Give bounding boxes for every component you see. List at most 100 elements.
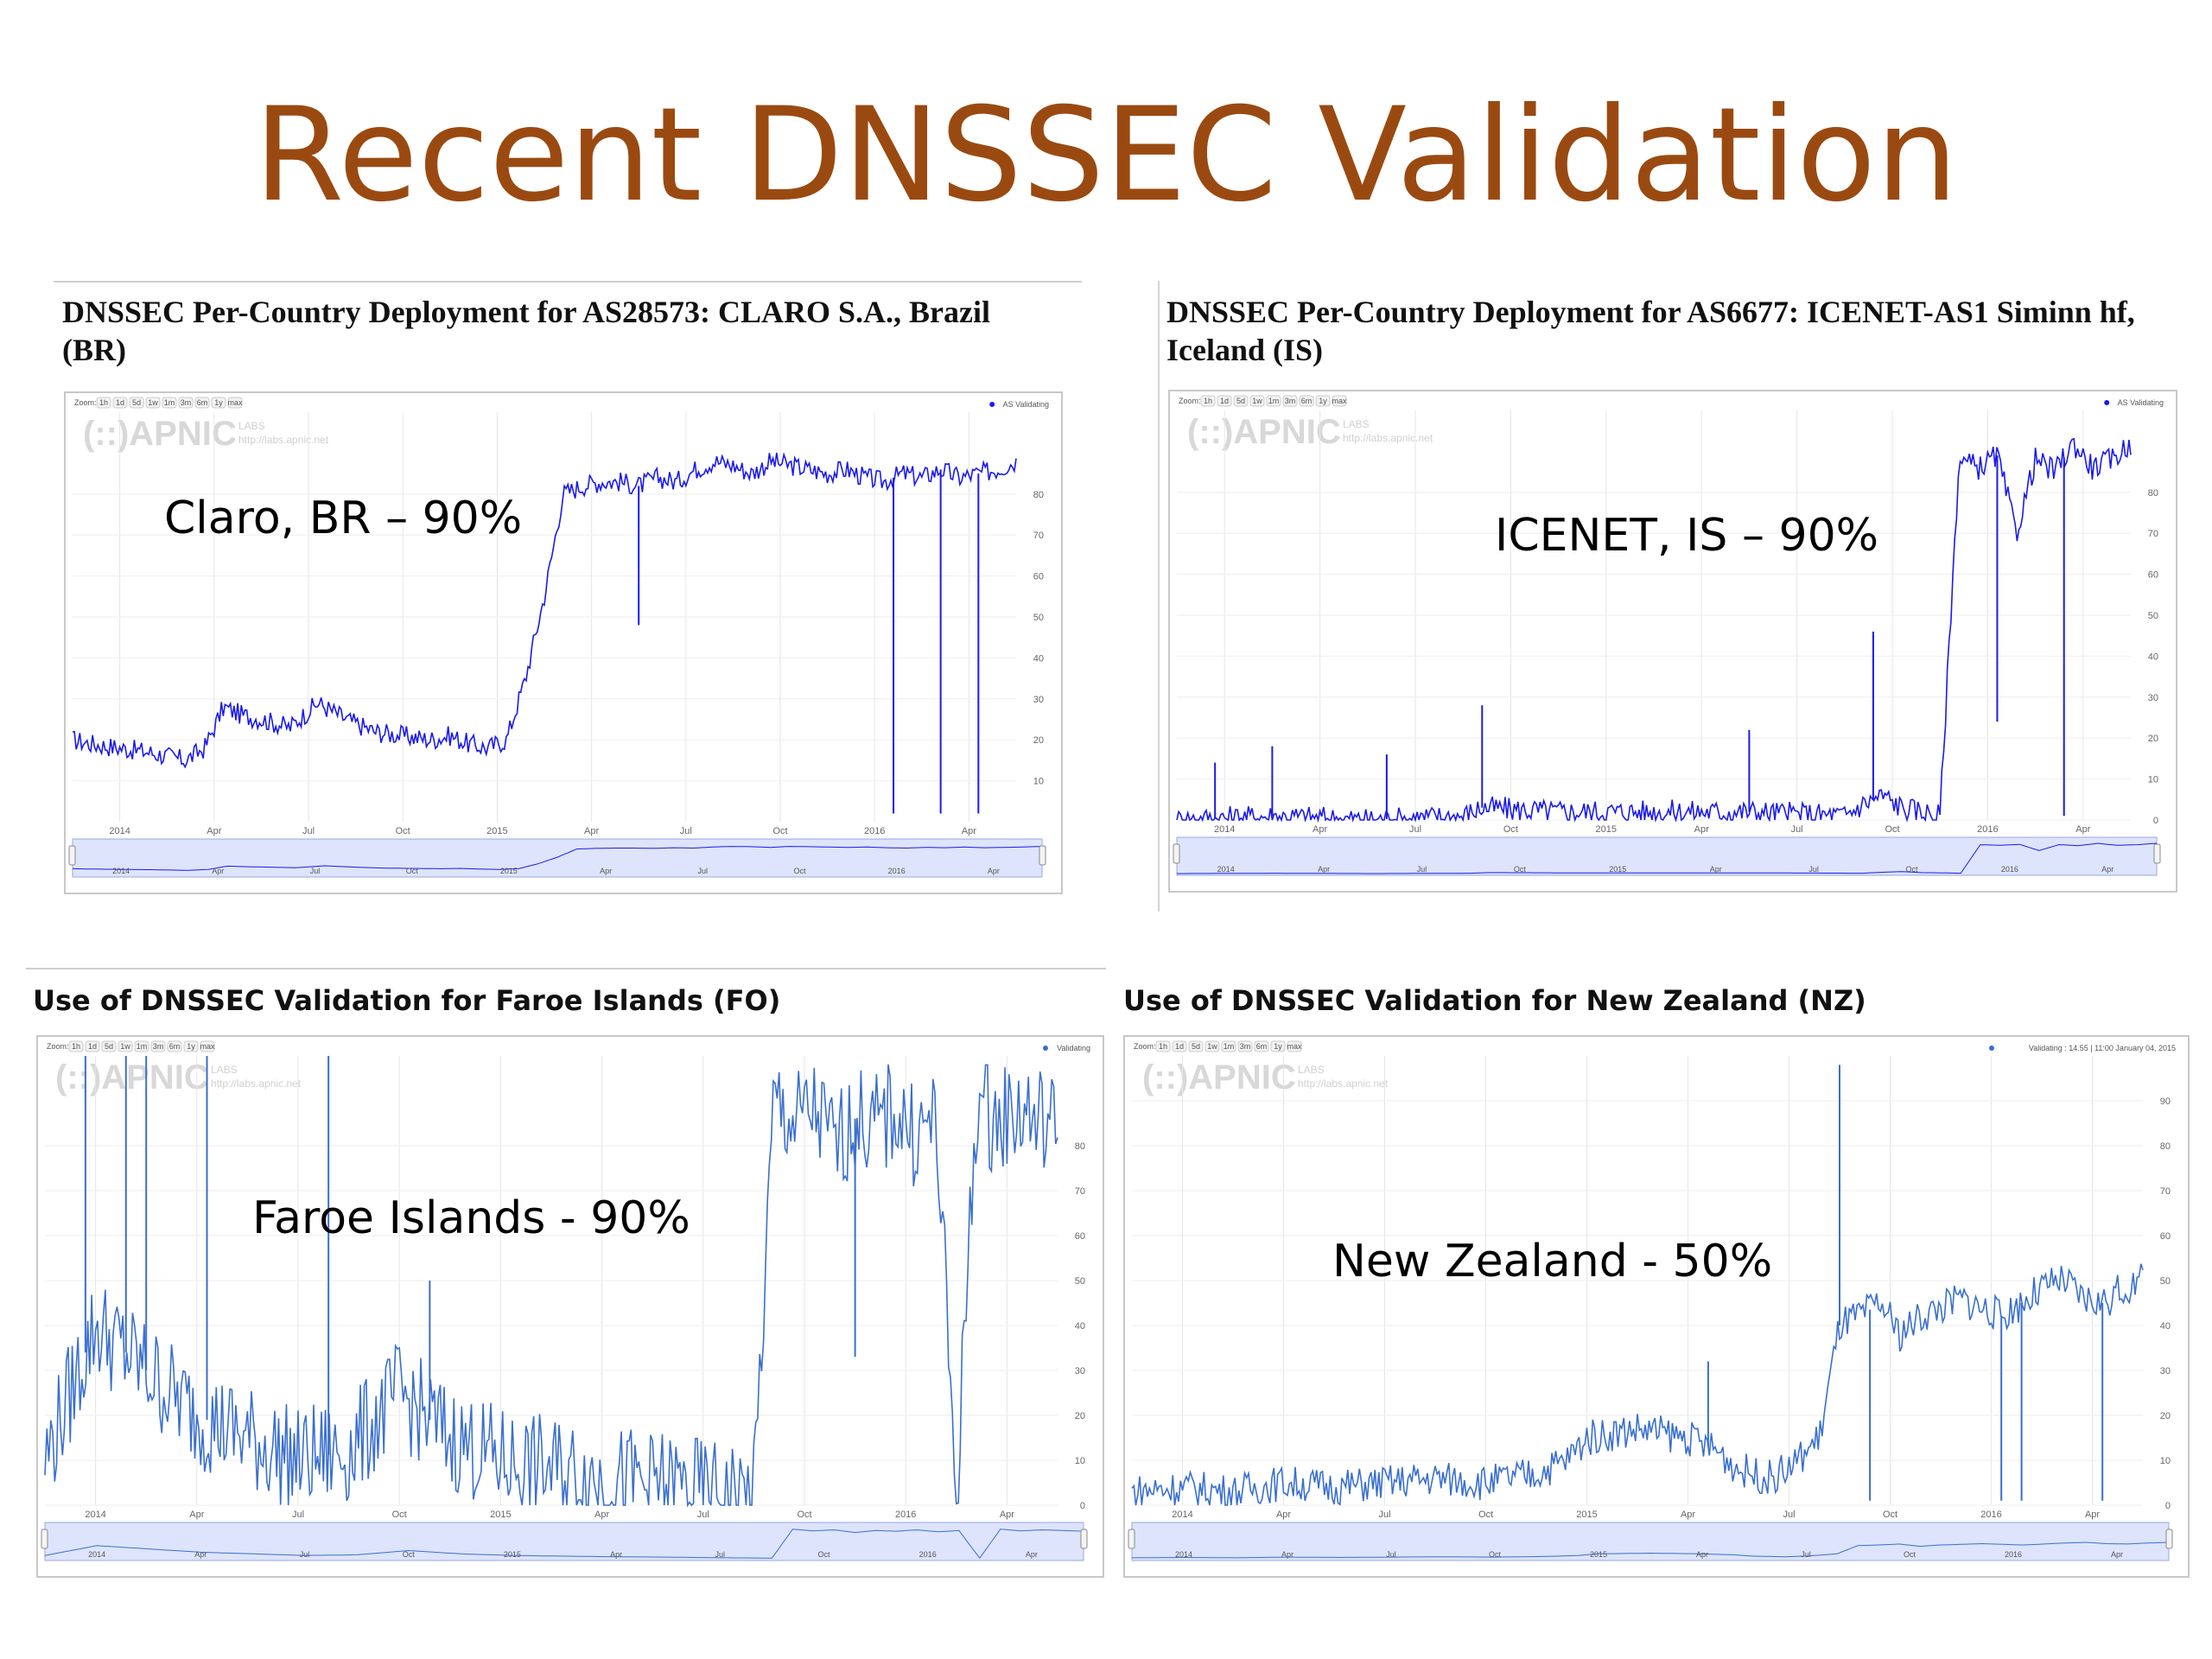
- x-tick-label: Apr: [2085, 1510, 2100, 1520]
- navigator-handle-right: [1080, 1529, 1088, 1549]
- zoom-button-1w: 1w: [148, 398, 158, 407]
- zoom-button-5d: 5d: [1192, 1042, 1200, 1051]
- zoom-button-box: [1172, 1040, 1187, 1052]
- y-tick-label: 10: [1033, 777, 1044, 787]
- navigator-tick-label: 2015: [504, 1550, 521, 1559]
- navigator-series: [1131, 1541, 2170, 1559]
- zoom-button-box: [1270, 1040, 1286, 1052]
- x-tick-label: Jul: [302, 826, 315, 836]
- navigator-handle-left: [68, 845, 76, 866]
- y-tick-label: 30: [1075, 1366, 1085, 1376]
- navigator-tick-label: Jul: [310, 867, 321, 875]
- y-tick-label: 0: [1080, 1501, 1085, 1511]
- x-tick-label: Oct: [396, 826, 410, 836]
- zoom-button-3m: 3m: [153, 1042, 164, 1051]
- x-tick-label: Oct: [1478, 1510, 1493, 1520]
- x-tick-label: Apr: [1681, 1510, 1695, 1520]
- zoom-button-1m: 1m: [164, 398, 175, 407]
- zoom-button-max: max: [1287, 1042, 1302, 1051]
- y-tick-label: 10: [2148, 775, 2158, 785]
- title-divider: [54, 281, 1082, 283]
- zoom-button-max: max: [200, 1042, 215, 1051]
- zoom-button-1y: 1y: [214, 398, 223, 407]
- chart-svg: Zoom: 1h 1d 5d 1w 1m 3m 6m 1y max Validating(::)AP…: [41, 1040, 1090, 1561]
- zoom-button-box: [1266, 395, 1281, 407]
- navigator-tick-label: 2015: [1609, 865, 1626, 874]
- y-tick-label: 90: [2160, 1096, 2171, 1107]
- zoom-button-box: [134, 1040, 149, 1052]
- zoom-button-1d: 1d: [1220, 397, 1229, 405]
- y-tick-label: 30: [2148, 693, 2158, 703]
- navigator-series: [72, 846, 1043, 871]
- navigator-tick-label: 2014: [112, 867, 130, 875]
- zoom-button-box: [162, 397, 177, 409]
- zoom-button-3m: 3m: [1240, 1042, 1251, 1051]
- zoom-button-max: max: [1332, 397, 1347, 405]
- navigator-handle-right: [2165, 1529, 2173, 1549]
- chart-panel-nz: Use of DNSSEC Validation for New Zealand…: [1123, 968, 2195, 1590]
- navigator-tick-label: Jul: [1808, 865, 1819, 874]
- x-tick-label: Jul: [1783, 1510, 1795, 1520]
- zoom-button-box: [150, 1040, 166, 1052]
- x-tick-label: 2014: [1172, 1510, 1192, 1520]
- series-line: [72, 452, 1017, 769]
- slide-title: Recent DNSSEC Validation: [253, 80, 1959, 231]
- zoom-button-box: [227, 397, 243, 409]
- zoom-button-box: [96, 397, 111, 409]
- legend-label: AS Validating: [1003, 400, 1049, 409]
- x-tick-label: 2015: [1576, 1510, 1597, 1520]
- zoom-button-box: [1282, 395, 1298, 407]
- y-tick-label: 40: [2160, 1321, 2171, 1332]
- zoom-button-box: [1315, 395, 1331, 407]
- zoom-button-box: [1332, 395, 1347, 407]
- x-tick-label: Apr: [1276, 1510, 1291, 1520]
- x-tick-label: Apr: [1694, 824, 1709, 835]
- title-divider: [26, 968, 1106, 969]
- x-tick-label: 2016: [864, 826, 885, 836]
- chart-overlay-label: Faroe Islands - 90%: [252, 1192, 690, 1244]
- y-tick-label: 40: [1033, 653, 1044, 664]
- navigator-range: [1176, 836, 2158, 876]
- zoom-bar: Zoom: 1h 1d 5d 1w 1m 3m 6m 1y max: [47, 1040, 215, 1052]
- navigator-tick-label: Oct: [793, 867, 806, 875]
- zoom-button-box: [1237, 1040, 1253, 1052]
- x-tick-label: Oct: [392, 1510, 407, 1520]
- legend-label: AS Validating: [2118, 398, 2164, 407]
- zoom-button-1h: 1h: [99, 398, 108, 407]
- navigator-handle-left: [1173, 843, 1180, 864]
- zoom-button-1h: 1h: [1159, 1042, 1167, 1051]
- y-tick-label: 50: [2148, 611, 2158, 621]
- y-tick-label: 40: [1075, 1321, 1085, 1332]
- y-tick-label: 20: [2148, 734, 2158, 744]
- legend-label: Validating : 14.55 | 11:00 January 04, 2…: [2029, 1044, 2176, 1052]
- x-tick-label: 2015: [486, 826, 507, 836]
- zoom-button-1w: 1w: [1252, 397, 1262, 405]
- zoom-bar: Zoom: 1h 1d 5d 1w 1m 3m 6m 1y max: [1134, 1040, 1302, 1052]
- y-tick-label: 50: [1033, 613, 1044, 623]
- chart-title: Use of DNSSEC Validation for Faroe Islan…: [33, 984, 781, 1017]
- navigator-tick-label: Oct: [1905, 865, 1918, 874]
- navigator-tick-label: Apr: [1696, 1550, 1708, 1559]
- apnic-labs-label: LABS: [238, 420, 265, 432]
- chart-panel-faroe: Use of DNSSEC Validation for Faroe Islan…: [26, 968, 1115, 1590]
- x-tick-label: Jul: [680, 826, 692, 836]
- legend-marker: [989, 402, 995, 407]
- y-tick-label: 20: [1075, 1411, 1085, 1421]
- navigator-tick-label: Apr: [2101, 865, 2113, 874]
- x-tick-label: Apr: [207, 826, 221, 836]
- zoom-button-3m: 3m: [1285, 397, 1296, 405]
- zoom-button-box: [167, 1040, 182, 1052]
- navigator-handle-left: [41, 1529, 48, 1549]
- x-tick-label: Apr: [594, 1510, 609, 1520]
- x-tick-label: Apr: [2075, 824, 2090, 835]
- x-tick-label: 2016: [1977, 824, 1998, 835]
- x-tick-label: Apr: [1313, 824, 1327, 835]
- chart-title: DNSSEC Per-Country Deployment for AS6677…: [1166, 295, 2135, 367]
- zoom-button-box: [200, 1040, 215, 1052]
- y-tick-label: 0: [2165, 1501, 2171, 1511]
- zoom-button-1m: 1m: [1224, 1042, 1235, 1051]
- chart-title: DNSSEC Per-Country Deployment for AS2857…: [62, 295, 990, 367]
- zoom-button-6m: 6m: [1256, 1042, 1268, 1051]
- y-tick-label: 10: [1075, 1456, 1085, 1466]
- navigator-handle-right: [2153, 843, 2161, 864]
